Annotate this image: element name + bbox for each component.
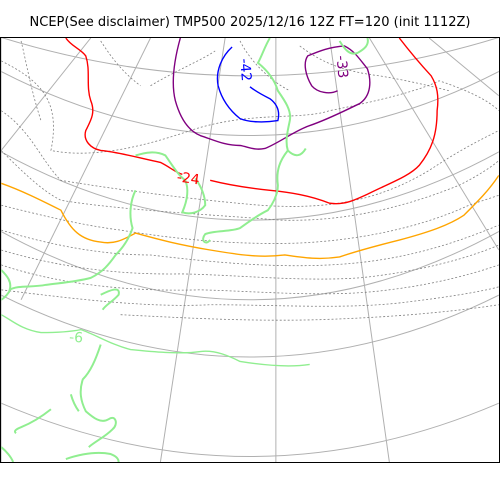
coastline (135, 151, 207, 215)
latitude-line (1, 402, 499, 458)
label-minus-33: -33 (333, 55, 351, 79)
coastline (100, 288, 120, 311)
label-minus-6: -6 (69, 330, 84, 347)
coastline (1, 269, 12, 301)
isotherm-minus-24 (65, 38, 439, 205)
label-minus-42: -42 (236, 58, 254, 82)
isotherm-line (1, 150, 499, 221)
longitude-line (369, 38, 499, 251)
isotherm-line (100, 40, 141, 87)
isotherm-minus-33 (172, 38, 371, 150)
latitude-line (1, 38, 499, 77)
isotherm-line (150, 40, 290, 92)
weather-map: -42 -33 -24 -6 (0, 37, 500, 463)
latitude-line (1, 70, 499, 136)
coastlines (1, 38, 369, 462)
isotherm-minus-6 (1, 314, 310, 367)
latitude-line (1, 294, 499, 358)
isotherm-line (1, 244, 499, 280)
isotherm-minor-lines (1, 40, 499, 321)
coastline (79, 344, 117, 448)
isotherm-line (1, 264, 499, 295)
latitude-lines (1, 38, 499, 458)
isotherm-line (1, 194, 499, 244)
longitude-lines (1, 38, 499, 462)
label-minus-24: -24 (176, 169, 201, 188)
isotherm-line (1, 60, 499, 154)
longitude-line (20, 38, 151, 300)
longitude-line (1, 38, 92, 151)
contour-labels: -42 -33 -24 -6 (69, 55, 351, 347)
isotherm-line (120, 304, 499, 321)
coastline (202, 38, 307, 244)
isotherm-line (1, 224, 499, 267)
coastline (65, 451, 120, 462)
isotherm-line (1, 286, 499, 307)
latitude-line (1, 151, 499, 221)
isotherm-minus-42 (216, 46, 280, 123)
coastline (69, 394, 80, 412)
isotherm-line (299, 45, 450, 92)
coastline (1, 446, 15, 462)
longitude-line (159, 38, 226, 462)
latitude-line (1, 230, 499, 301)
isotherm-line (20, 40, 42, 121)
coastline (8, 189, 137, 291)
coastline (338, 38, 369, 55)
longitude-line (428, 38, 499, 97)
isotherm-minus-18 (1, 174, 499, 260)
coastline (13, 408, 52, 434)
map-title: NCEP(See disclaimer) TMP500 2025/12/16 1… (29, 15, 471, 30)
